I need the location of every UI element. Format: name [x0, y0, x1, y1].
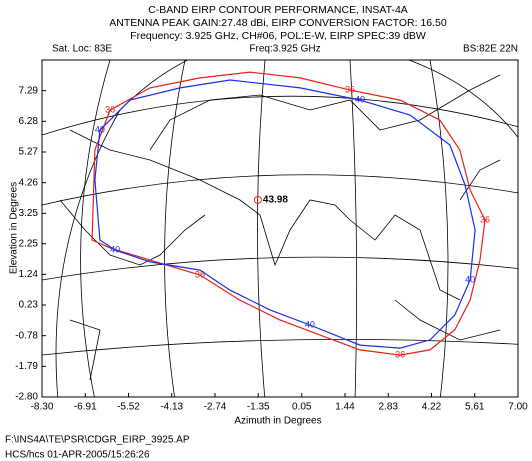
y-tick-label: 1.24 [19, 269, 39, 280]
y-tick-label: 3.25 [19, 208, 39, 219]
chart-title: C-BAND EIRP CONTOUR PERFORMANCE, INSAT-4… [148, 4, 408, 16]
x-tick-label: -8.30 [31, 402, 54, 413]
footer-stamp: HCS/hcs 01-APR-2005/15:26:26 [5, 450, 150, 461]
earth-limb [55, 60, 518, 397]
map-background [42, 60, 518, 397]
contour-label: 36 [395, 349, 405, 359]
y-axis-label: Elevation in Degrees [9, 182, 20, 274]
header-right: BS:82E 22N [463, 44, 518, 55]
contour-label: 40 [305, 319, 315, 329]
y-tick-label: 4.26 [19, 177, 39, 188]
x-tick-label: 4.22 [422, 402, 442, 413]
contour-label: 40 [95, 125, 105, 135]
x-tick-label: 5.61 [465, 402, 485, 413]
x-axis-label: Azimuth in Degrees [234, 416, 321, 427]
graticule-lon [80, 60, 449, 397]
header-left: Sat. Loc: 83E [52, 44, 112, 55]
y-tick-label: 0.23 [19, 300, 39, 311]
y-tick-label: 5.27 [19, 147, 39, 158]
chart-subtitle: ANTENNA PEAK GAIN:27.48 dBi, EIRP CONVER… [109, 17, 447, 29]
peak-marker [253, 195, 262, 204]
contour-label: 40 [465, 274, 475, 284]
x-tick-label: 7.00 [508, 402, 528, 413]
peak-label: 43.98 [263, 195, 288, 206]
footer-path: F:\INS4A\TE\PSR\CDGR_EIRP_3925.AP [5, 435, 190, 446]
x-tick-label: 2.83 [379, 402, 399, 413]
contour-line [94, 79, 476, 349]
contour-label: 36 [195, 269, 205, 279]
contour-label: 40 [355, 94, 365, 104]
x-tick-label: -2.74 [204, 402, 227, 413]
contour-label: 36 [480, 214, 490, 224]
y-tick-label: -2.80 [15, 392, 38, 403]
x-tick-label: 1.44 [335, 402, 355, 413]
contour-line [91, 71, 486, 356]
contour-label: 36 [345, 84, 355, 94]
contour-label: 40 [110, 244, 120, 254]
x-tick-label: -5.52 [117, 402, 140, 413]
chart-subtitle: Frequency: 3.925 GHz, CH#06, POL:E-W, EI… [130, 30, 426, 42]
plot-frame [41, 59, 519, 398]
y-tick-label: 6.28 [19, 116, 39, 127]
x-tick-label: -4.13 [160, 402, 183, 413]
y-tick-label: 2.25 [19, 238, 39, 249]
y-tick-label: -1.79 [15, 361, 38, 372]
x-tick-label: -6.91 [74, 402, 97, 413]
header-center: Freq:3.925 GHz [249, 44, 320, 55]
y-tick-label: -0.78 [15, 330, 38, 341]
x-tick-label: 0.05 [292, 402, 312, 413]
contour-label: 36 [105, 104, 115, 114]
graticule-lat [42, 95, 518, 356]
y-tick-label: 7.29 [19, 85, 39, 96]
x-tick-label: -1.35 [247, 402, 270, 413]
coastline [59, 74, 501, 381]
